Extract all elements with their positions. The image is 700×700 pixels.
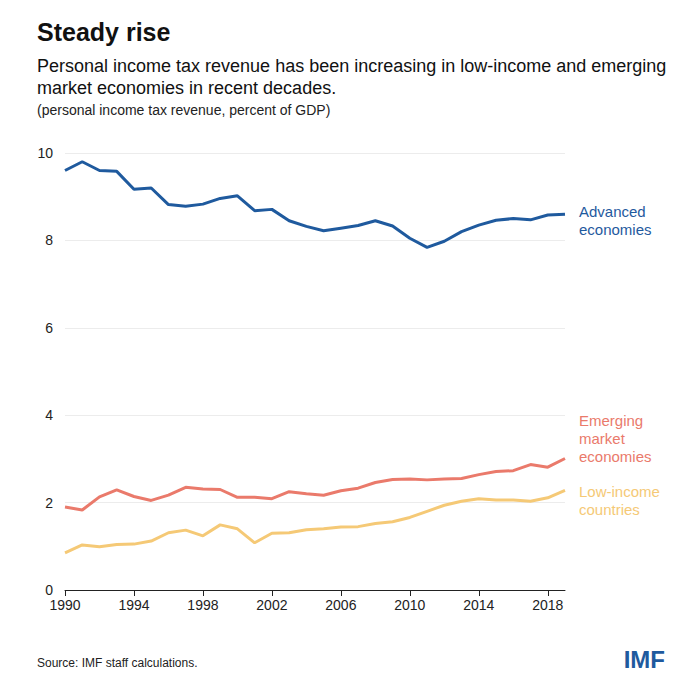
svg-text:2006: 2006 <box>325 597 356 613</box>
svg-text:1994: 1994 <box>118 597 149 613</box>
svg-text:2010: 2010 <box>394 597 425 613</box>
svg-text:2018: 2018 <box>532 597 563 613</box>
svg-text:4: 4 <box>45 407 53 423</box>
svg-text:0: 0 <box>45 582 53 598</box>
svg-text:2002: 2002 <box>256 597 287 613</box>
svg-text:countries: countries <box>579 501 640 518</box>
svg-text:Low-income: Low-income <box>579 483 664 500</box>
svg-text:Source: IMF staff calculations: Source: IMF staff calculations. <box>37 656 198 670</box>
svg-text:Personal income tax revenue ha: Personal income tax revenue has been inc… <box>37 56 671 76</box>
svg-text:1990: 1990 <box>49 597 80 613</box>
svg-text:IMF: IMF <box>624 646 665 673</box>
svg-text:(personal income tax revenue,: (personal income tax revenue, percent of… <box>37 102 330 118</box>
svg-text:2014: 2014 <box>463 597 494 613</box>
svg-text:Emerging: Emerging <box>579 412 647 429</box>
svg-text:market: market <box>579 430 629 447</box>
svg-text:market economies in recent dec: market economies in recent decades. <box>37 78 336 98</box>
svg-text:10: 10 <box>37 145 53 161</box>
svg-text:economies: economies <box>579 448 652 465</box>
svg-text:economies: economies <box>579 221 652 238</box>
svg-text:8: 8 <box>45 232 53 248</box>
svg-text:Steady rise: Steady rise <box>37 18 171 46</box>
svg-text:6: 6 <box>45 320 53 336</box>
svg-text:Advanced: Advanced <box>579 203 650 220</box>
svg-text:1998: 1998 <box>187 597 218 613</box>
svg-text:2: 2 <box>45 495 53 511</box>
